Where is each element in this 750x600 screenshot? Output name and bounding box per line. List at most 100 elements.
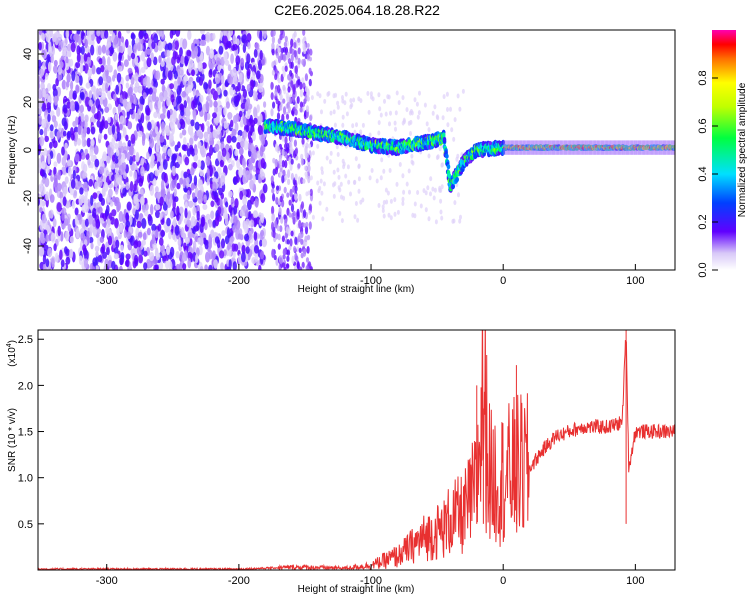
- haze-speck: [307, 190, 311, 196]
- noise-speck: [194, 121, 200, 131]
- noise-speck: [121, 161, 127, 171]
- noise-speck: [288, 199, 292, 206]
- noise-speck: [191, 69, 196, 77]
- noise-speck: [305, 105, 310, 113]
- noise-speck: [205, 102, 210, 113]
- noise-speck: [271, 248, 275, 258]
- noise-speck: [259, 30, 263, 42]
- noise-speck: [290, 172, 294, 181]
- noise-speck: [93, 89, 97, 101]
- noise-speck: [254, 42, 260, 51]
- noise-speck: [98, 133, 103, 140]
- noise-speck: [145, 162, 150, 172]
- haze-speck: [343, 100, 347, 106]
- noise-speck: [76, 45, 81, 56]
- noise-speck: [282, 46, 286, 53]
- noise-speck: [179, 47, 183, 57]
- noise-speck: [218, 45, 224, 55]
- haze-speck: [368, 175, 372, 181]
- noise-speck: [238, 147, 244, 156]
- noise-speck: [113, 132, 118, 141]
- noise-speck: [226, 40, 231, 48]
- noise-speck: [207, 126, 211, 135]
- noise-speck: [272, 157, 276, 164]
- haze-speck: [453, 200, 457, 206]
- noise-speck: [279, 257, 283, 265]
- noise-speck: [235, 86, 239, 93]
- noise-speck: [143, 262, 148, 270]
- noise-speck: [297, 37, 301, 43]
- haze-speck: [370, 168, 374, 173]
- noise-speck: [122, 187, 127, 197]
- noise-speck: [186, 177, 190, 185]
- noise-speck: [80, 112, 85, 123]
- noise-speck: [238, 166, 244, 178]
- noise-speck: [301, 59, 305, 66]
- haze-speck: [452, 136, 456, 142]
- haze-speck: [432, 195, 436, 201]
- noise-speck: [247, 42, 251, 50]
- noise-speck: [63, 107, 68, 114]
- haze-speck: [446, 107, 449, 112]
- haze-speck: [441, 115, 445, 121]
- noise-speck: [242, 157, 246, 166]
- noise-speck: [90, 126, 96, 135]
- noise-speck: [90, 44, 95, 56]
- noise-speck: [50, 232, 56, 243]
- haze-speck: [416, 114, 420, 120]
- noise-speck: [86, 137, 92, 148]
- noise-speck: [53, 65, 59, 74]
- noise-speck: [145, 132, 149, 139]
- noise-speck: [260, 229, 265, 237]
- noise-speck: [309, 266, 313, 270]
- noise-speck: [84, 63, 89, 74]
- noise-speck: [280, 216, 284, 224]
- noise-speck: [272, 193, 276, 202]
- noise-speck: [151, 91, 157, 102]
- noise-speck: [230, 53, 235, 64]
- noise-speck: [228, 259, 232, 270]
- noise-speck: [41, 118, 47, 129]
- noise-speck: [308, 67, 312, 75]
- noise-speck: [151, 41, 156, 50]
- haze-speck: [310, 95, 314, 101]
- haze-speck: [418, 90, 421, 96]
- noise-speck: [140, 112, 145, 124]
- haze-speck: [417, 110, 421, 116]
- noise-speck: [166, 109, 171, 119]
- noise-speck: [94, 158, 100, 168]
- noise-speck: [66, 159, 72, 167]
- noise-speck: [38, 75, 41, 84]
- noise-speck: [231, 135, 237, 143]
- noise-speck: [69, 248, 74, 259]
- haze-speck: [441, 162, 444, 168]
- haze-speck: [440, 215, 444, 221]
- noise-speck: [83, 139, 87, 147]
- ridge-mark: [445, 153, 449, 159]
- noise-speck: [156, 191, 161, 200]
- haze-speck: [318, 200, 322, 206]
- noise-speck: [220, 238, 226, 249]
- noise-speck: [107, 56, 111, 67]
- noise-speck: [220, 262, 224, 270]
- noise-speck: [232, 249, 236, 259]
- noise-speck: [227, 64, 232, 72]
- noise-speck: [107, 235, 113, 246]
- noise-speck: [66, 43, 72, 52]
- noise-speck: [290, 203, 295, 213]
- noise-speck: [192, 88, 196, 97]
- noise-speck: [169, 83, 175, 90]
- noise-speck: [155, 186, 159, 194]
- noise-speck: [74, 75, 80, 84]
- haze-speck: [393, 120, 397, 126]
- noise-speck: [100, 65, 105, 73]
- haze-speck: [325, 206, 329, 212]
- noise-speck: [231, 129, 237, 137]
- noise-speck: [241, 244, 246, 254]
- haze-speck: [396, 209, 400, 215]
- noise-speck: [129, 181, 134, 192]
- noise-speck: [281, 175, 285, 184]
- haze-speck: [320, 109, 323, 115]
- haze-speck: [304, 152, 308, 158]
- noise-speck: [125, 212, 129, 221]
